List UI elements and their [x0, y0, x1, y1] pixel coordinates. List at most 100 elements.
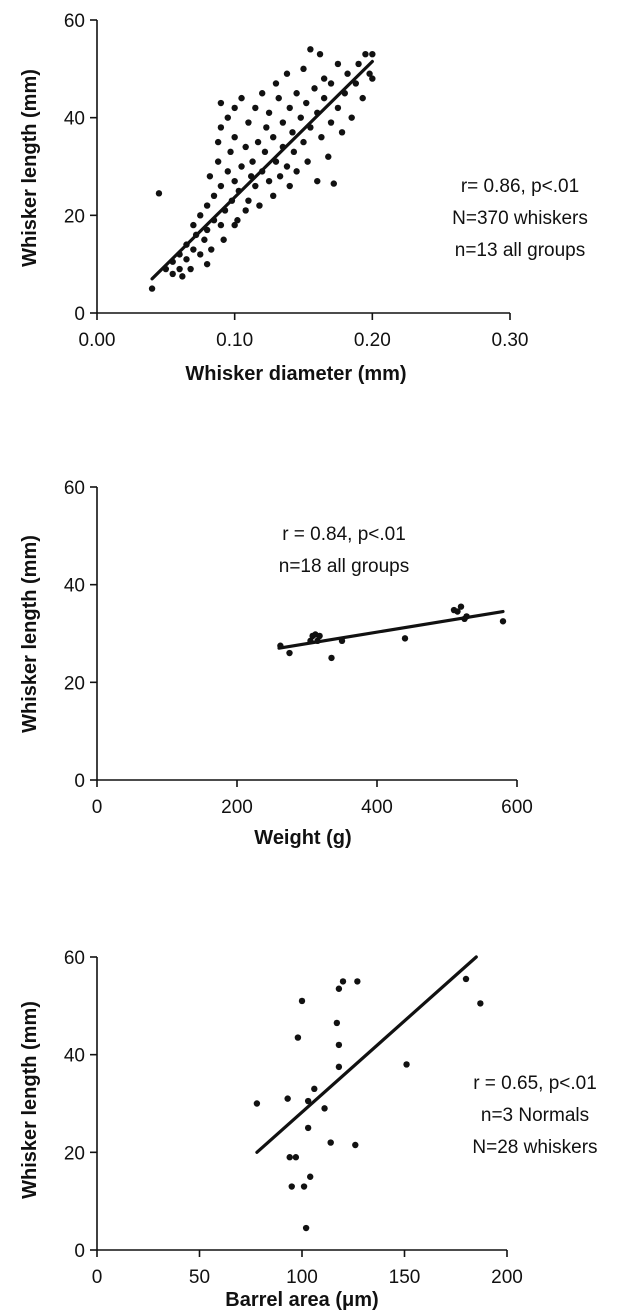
chart-1-data-point — [325, 153, 332, 160]
chart-3-annotation-1: r = 0.65, p<.01 — [473, 1073, 597, 1094]
chart-1-data-point — [270, 192, 277, 199]
chart-1-x-tick-label: 0.30 — [492, 330, 529, 351]
chart-1-data-point — [320, 94, 328, 102]
chart-3-annotation-2: n=3 Normals — [481, 1105, 589, 1126]
chart-1-data-point — [279, 119, 287, 126]
chart-2-y-tick-label: 0 — [74, 771, 85, 792]
chart-1-data-point — [276, 173, 284, 180]
chart-1-data-point — [300, 65, 307, 73]
chart-3-data-point — [304, 1124, 312, 1132]
chart-1-data-point — [169, 270, 176, 278]
chart-1-data-point — [261, 148, 269, 156]
chart-2-annotation-2: n=18 all groups — [279, 556, 409, 577]
chart-1-data-point — [252, 104, 259, 112]
chart-1-data-point — [231, 177, 238, 185]
chart-3-x-tick-label: 150 — [389, 1267, 421, 1288]
chart-1-xlabel: Whisker diameter (mm) — [185, 363, 406, 385]
chart-1-data-point — [307, 46, 314, 53]
chart-1-data-point — [238, 94, 245, 102]
chart-1-data-point — [217, 182, 225, 190]
chart-2-ylabel: Whisker length (mm) — [19, 535, 41, 733]
chart-1-data-point — [293, 90, 300, 97]
chart-1-data-point — [344, 70, 351, 77]
chart-2-data-point — [316, 632, 323, 640]
chart-2-y-tick-label: 40 — [64, 576, 85, 597]
chart-3-data-point — [302, 1224, 310, 1232]
chart-2-data-point — [499, 618, 507, 625]
chart-1-data-point — [227, 148, 234, 156]
chart-1-data-point — [210, 192, 218, 199]
chart-1-data-point — [245, 119, 252, 126]
chart-3-data-point — [253, 1100, 261, 1107]
chart-1-data-point — [217, 124, 225, 131]
chart-2-data-point — [401, 635, 409, 642]
chart-1-data-point — [318, 134, 325, 141]
chart-1-data-point — [148, 285, 156, 292]
chart-1-data-point — [286, 104, 293, 112]
chart-1-data-point — [316, 50, 324, 58]
chart-1-data-point — [206, 173, 214, 180]
chart-1-data-point — [352, 80, 360, 87]
chart-1-data-point — [297, 114, 304, 121]
chart-1-data-point — [197, 212, 204, 219]
chart-3-annotation-3: N=28 whiskers — [472, 1137, 597, 1158]
chart-1-data-point — [289, 129, 296, 136]
chart-3-x-tick-label: 200 — [491, 1267, 523, 1288]
chart-1-data-point — [214, 138, 222, 146]
chart-2-y-tick-label: 60 — [64, 478, 85, 499]
chart-1-data-point — [286, 182, 293, 190]
chart-2-data-point — [457, 603, 465, 610]
chart-2-x-tick-label: 400 — [361, 797, 393, 818]
chart-1-data-point — [187, 265, 194, 273]
chart-1-data-point — [254, 138, 262, 146]
chart-1-data-point — [338, 129, 346, 136]
chart-1-data-point — [190, 246, 197, 253]
chart-1-data-point — [231, 221, 238, 229]
chart-1-annotation-1: r= 0.86, p<.01 — [461, 176, 579, 197]
chart-3-data-point — [321, 1105, 328, 1112]
chart-1-data-point — [234, 217, 241, 224]
chart-1-annotation-3: n=13 all groups — [455, 240, 585, 261]
chart-1-data-point — [362, 50, 369, 58]
chart-1-data-point — [283, 70, 291, 77]
chart-1-data-point — [256, 202, 263, 209]
chart-1-data-point — [348, 114, 355, 121]
chart-1-y-tick-label: 40 — [64, 109, 85, 130]
chart-1-x-tick-label: 0.20 — [354, 330, 391, 351]
chart-1-data-point — [155, 190, 163, 197]
chart-1-data-point — [283, 163, 291, 170]
chart-1-y-tick-label: 60 — [64, 11, 85, 32]
chart-3-trendline — [255, 955, 478, 1154]
chart-1-data-point — [327, 80, 335, 87]
chart-1-data-point — [183, 256, 190, 263]
chart-1-data-point — [263, 124, 270, 131]
chart-1-data-point — [217, 221, 225, 229]
chart-1-data-point — [304, 158, 311, 165]
chart-1-x-tick-label: 0.00 — [79, 330, 116, 351]
chart-3-data-point — [335, 1041, 343, 1049]
chart-1-data-point — [334, 104, 342, 112]
chart-1-data-point — [259, 90, 266, 97]
chart-3-y-tick-label: 20 — [64, 1143, 85, 1164]
chart-1-annotation-2: N=370 whiskers — [452, 208, 588, 229]
chart-3-ylabel: Whisker length (mm) — [19, 1001, 41, 1199]
chart-1-data-point — [203, 260, 211, 268]
chart-3-y-tick-label: 60 — [64, 948, 85, 969]
chart-3-data-point — [294, 1034, 302, 1041]
chart-2-data-point — [286, 649, 293, 657]
chart-2-data-point — [328, 654, 335, 662]
chart-3-data-point — [477, 1000, 484, 1007]
chart-3-x-tick-label: 50 — [189, 1267, 210, 1288]
chart-1-data-point — [197, 251, 204, 258]
chart-1-data-point — [334, 60, 342, 68]
chart-1-data-point — [314, 177, 321, 185]
chart-1-data-point — [176, 265, 183, 273]
chart-1-data-point — [355, 60, 362, 68]
chart-2-x-tick-label: 200 — [221, 797, 253, 818]
chart-1-data-point — [217, 99, 225, 107]
chart-3-data-point — [354, 978, 361, 985]
chart-1-data-point — [265, 109, 273, 116]
chart-3-y-tick-label: 0 — [74, 1241, 85, 1262]
chart-1-y-tick-label: 20 — [64, 206, 85, 227]
